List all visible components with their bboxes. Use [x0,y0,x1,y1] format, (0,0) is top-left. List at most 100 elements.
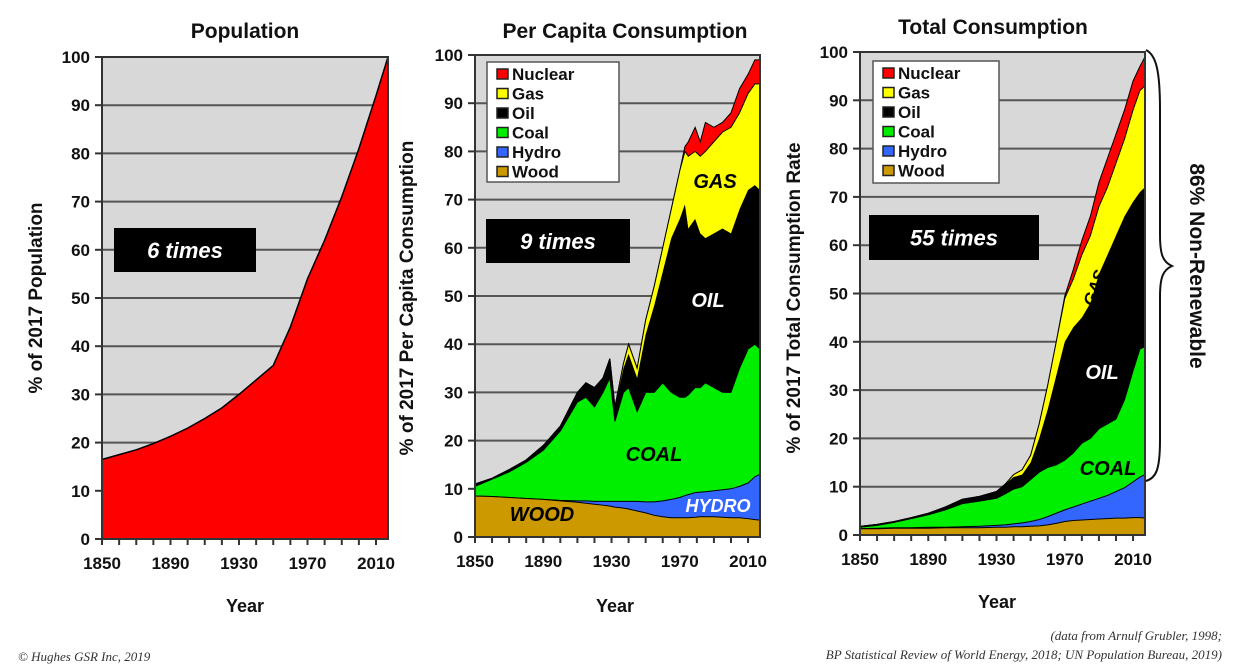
y-tick-label: 40 [829,333,848,352]
total-consumption-chart: Total Consumption % of 2017 Total Consum… [784,16,1152,612]
area-hydro [859,473,1146,536]
legend-label-oil: Oil [898,103,921,122]
plot-area: 0 10 20 30 40 50 60 70 80 90 100 1850 1890 1930 1970 20… [820,43,1152,569]
legend-label-wood: Wood [512,163,559,182]
area-wood [859,517,1146,536]
y-tick-label: 90 [829,91,848,110]
x-tick-label: 2010 [357,554,395,573]
y-tick-label: 80 [71,144,90,163]
x-tick-label: 1930 [978,550,1016,569]
legend-swatch-wood [496,165,509,178]
legend-label-gas: Gas [898,84,930,103]
chart-title: Per Capita Consumption [502,20,747,43]
x-tick-label: 1850 [83,554,121,573]
source-line-2: BP Statistical Review of World Energy, 2… [826,647,1222,662]
callout-text: 9 times [520,229,596,254]
x-tick-label: 1890 [152,554,190,573]
callout-box [486,219,630,263]
x-tick-label: 1970 [661,552,699,571]
x-axis-label: Year [596,596,634,616]
y-tick-label: 60 [71,241,90,260]
callout-box [869,215,1039,260]
legend-label-nuclear: Nuclear [512,65,575,84]
y-tick-label: 60 [444,239,463,258]
non-renewable-brace [1145,49,1175,482]
y-tick-label: 10 [444,480,463,499]
x-tick-label: 1890 [909,550,947,569]
y-tick-label: 70 [829,188,848,207]
y-tick-label: 20 [71,434,90,453]
y-tick-label: 60 [829,236,848,255]
y-axis-label: % of 2017 Total Consumption Rate [784,142,805,453]
legend-box [872,60,1000,184]
area-coal [474,343,761,538]
y-tick-label: 80 [829,140,848,159]
copyright-text: © Hughes GSR Inc, 2019 [18,649,151,664]
area-label-oil: OIL [1085,362,1118,384]
y-tick-label: 40 [71,337,90,356]
area-oil [860,187,1145,536]
legend-swatch-gas [882,86,895,99]
non-renewable-annotation: 86% Non-Renewable [1185,163,1208,368]
legend-swatch-nuclear [496,68,509,80]
chart-title: Population [191,20,300,43]
legend-label-oil: Oil [512,104,535,123]
legend-label-gas: Gas [512,85,544,104]
legend-label-hydro: Hydro [898,142,947,161]
y-tick-label: 50 [71,289,90,308]
per-capita-chart: Per Capita Consumption % of 2017 Per Cap… [397,20,767,616]
area-coal [859,345,1146,536]
y-tick-label: 20 [444,432,463,451]
x-tick-label: 1850 [841,550,879,569]
area-label-gas: GAS [693,171,737,193]
x-tick-label: 1930 [220,554,258,573]
legend-swatch-oil [496,107,509,119]
y-tick-label: 70 [444,191,463,210]
y-tick-label: 90 [444,94,463,113]
population-chart: Population % of 2017 Population Year 0 10… [26,20,395,616]
legend-label-nuclear: Nuclear [898,64,961,83]
y-tick-label: 30 [444,383,463,402]
legend-swatch-gas [496,87,509,100]
y-tick-label: 20 [829,429,848,448]
y-tick-label: 70 [71,193,90,212]
y-tick-label: 80 [444,142,463,161]
y-tick-label: 0 [81,530,90,549]
legend-label-wood: Wood [898,162,945,181]
y-tick-label: 30 [829,381,848,400]
y-tick-label: 10 [71,482,90,501]
area-label-coal: COAL [626,444,683,466]
legend-box [486,61,620,183]
y-tick-label: 0 [839,526,848,545]
legend-label-coal: Coal [898,123,935,142]
area-label-wood: WOOD [510,504,574,526]
area-population [101,56,389,540]
x-tick-label: 1890 [524,552,562,571]
area-wood [474,495,761,538]
area-label-oil: OIL [691,290,724,312]
legend-label-coal: Coal [512,124,549,143]
x-axis-label: Year [978,592,1016,612]
area-label-coal: COAL [1080,458,1137,480]
source-line-1: (data from Arnulf Grubler, 1998; [1050,628,1222,643]
chart-title: Total Consumption [898,16,1088,39]
x-axis-label: Year [226,596,264,616]
callout-text: 55 times [910,226,998,251]
y-axis-label: % of 2017 Per Capita Consumption [397,141,418,456]
y-tick-label: 0 [454,528,463,547]
plot-area: 0 10 20 30 40 50 60 70 80 90 100 1850 1890 1930 1970 20… [435,46,767,571]
plot-frame [859,51,1146,536]
legend-swatch-hydro [882,145,895,157]
legend-swatch-wood [882,164,895,177]
y-axis-label: % of 2017 Population [26,202,47,393]
legend-swatch-nuclear [882,67,895,79]
legend-swatch-oil [882,106,895,118]
x-tick-label: 1970 [289,554,327,573]
callout-box [114,228,256,272]
x-tick-label: 2010 [1114,550,1152,569]
plot-frame [101,56,389,540]
y-tick-label: 100 [435,46,463,65]
y-tick-label: 10 [829,478,848,497]
